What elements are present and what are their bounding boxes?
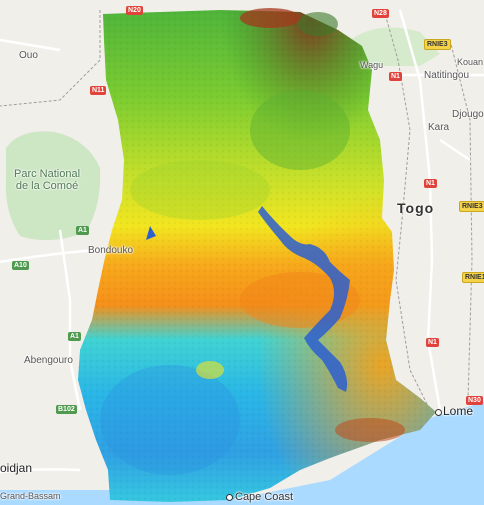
route-shield-b102: B102 [56,405,77,414]
place-label-kouan: Kouan [457,57,484,67]
city-marker-cape-coast [226,494,233,501]
water-body [146,226,156,240]
place-label-wagu: Wagu [360,60,384,70]
border-line [0,10,101,107]
place-label-djougou: Djougo [452,109,484,120]
place-label-parc-national: Parc National de la Comoé [14,168,81,192]
route-shield-n1-top: N1 [389,72,402,81]
border-line [449,39,473,401]
heatmap-patch [130,160,270,220]
heatmap-patch [298,12,338,36]
route-shield-n20: N20 [126,6,143,15]
route-shield-rnie1: RNIE1 [462,272,484,283]
border-line [383,9,431,411]
place-label-kara: Kara [428,122,450,133]
heatmap-patch [100,365,240,475]
heatmap-patch [240,8,300,28]
city-marker-lome [435,409,442,416]
route-shield-a10: A10 [12,261,29,270]
place-label-ouo: Ouo [19,50,38,61]
route-shield-n1-mid: N1 [424,179,437,188]
route-shield-rnie3-top: RNIE3 [424,39,451,50]
country-label-togo: Togo [397,200,435,216]
route-shield-n28: N28 [372,9,389,18]
route-shield-a1-bottom: A1 [68,332,81,341]
route-shield-n11: N11 [90,86,107,95]
park-area-north [350,27,440,66]
route-shield-a1-top: A1 [76,226,89,235]
place-label-abengourou: Abengouro [24,355,73,366]
route-shield-rnie3-mid: RNIE3 [459,201,484,212]
place-label-natitingou: Natitingou [424,70,470,81]
place-label-lome: Lome [443,404,474,418]
roads [0,9,484,474]
route-shield-n1-bottom: N1 [426,338,439,347]
heatmap-patch [335,418,405,442]
place-label-cape-coast: Cape Coast [235,491,294,503]
place-label-bondouko: Bondouko [88,245,134,256]
park-area [5,131,101,241]
heatmap-patch [196,361,224,379]
lake-volta [258,206,350,392]
heatmap-patch [250,90,350,170]
place-label-grand-bassam: Grand-Bassam [0,491,61,501]
route-shield-n30: N30 [466,396,483,405]
place-label-abidjan: oidjan [0,461,33,475]
ocean [0,402,484,505]
